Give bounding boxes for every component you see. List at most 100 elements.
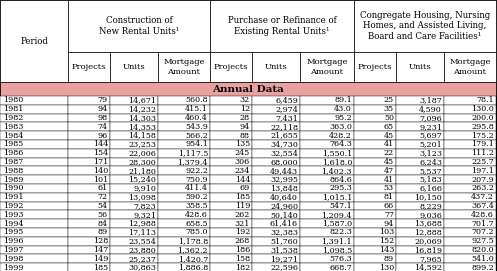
Text: 50,140: 50,140 xyxy=(270,211,298,219)
Bar xyxy=(354,158,396,166)
Bar xyxy=(300,175,354,184)
Bar xyxy=(444,193,496,202)
Bar xyxy=(300,193,354,202)
Bar xyxy=(110,96,158,105)
Text: 543.9: 543.9 xyxy=(185,123,208,131)
Text: 32,554: 32,554 xyxy=(270,149,298,157)
Bar xyxy=(252,202,300,210)
Text: Purchase or Refinance of
Existing Rental Units¹: Purchase or Refinance of Existing Rental… xyxy=(228,16,336,36)
Bar xyxy=(300,228,354,237)
Bar xyxy=(396,96,444,105)
Text: 66: 66 xyxy=(384,202,394,210)
Text: 175.2: 175.2 xyxy=(471,132,494,140)
Bar xyxy=(110,149,158,158)
Bar xyxy=(396,219,444,228)
Bar xyxy=(158,219,210,228)
Text: 428.6: 428.6 xyxy=(471,211,494,219)
Text: 7,823: 7,823 xyxy=(133,202,156,210)
Bar xyxy=(0,263,68,271)
Text: 415.1: 415.1 xyxy=(185,105,208,113)
Text: 21,180: 21,180 xyxy=(128,167,156,175)
Bar xyxy=(300,166,354,175)
Bar xyxy=(396,114,444,122)
Bar xyxy=(252,122,300,131)
Text: 13,688: 13,688 xyxy=(414,220,442,228)
Text: 144: 144 xyxy=(92,140,108,149)
Text: 7,965: 7,965 xyxy=(419,255,442,263)
Bar xyxy=(0,114,68,122)
Text: 77: 77 xyxy=(384,211,394,219)
Text: 1992: 1992 xyxy=(3,202,23,210)
Bar xyxy=(396,263,444,271)
Text: 428.6: 428.6 xyxy=(185,211,208,219)
Bar xyxy=(110,122,158,131)
Bar xyxy=(444,254,496,263)
Text: 94: 94 xyxy=(98,105,108,113)
Bar xyxy=(300,210,354,219)
Text: 15,240: 15,240 xyxy=(128,176,156,183)
Bar xyxy=(252,105,300,114)
Text: 541.0: 541.0 xyxy=(471,255,494,263)
Bar xyxy=(354,193,396,202)
Text: 306: 306 xyxy=(235,158,250,166)
Bar xyxy=(396,166,444,175)
Text: 295.3: 295.3 xyxy=(329,184,352,192)
Text: 1984: 1984 xyxy=(3,132,23,140)
Bar xyxy=(444,237,496,246)
Text: 1980: 1980 xyxy=(3,96,23,104)
Bar xyxy=(354,184,396,193)
Bar xyxy=(158,131,210,140)
Bar xyxy=(0,158,68,166)
Text: 14,303: 14,303 xyxy=(128,114,156,122)
Bar xyxy=(210,131,252,140)
Text: 547.1: 547.1 xyxy=(329,202,352,210)
Bar xyxy=(444,149,496,158)
Text: 9,036: 9,036 xyxy=(419,211,442,219)
Bar xyxy=(300,158,354,166)
Text: 14,232: 14,232 xyxy=(128,105,156,113)
Text: 668.7: 668.7 xyxy=(329,264,352,271)
Bar xyxy=(68,263,110,271)
Bar xyxy=(158,52,210,82)
Bar xyxy=(396,254,444,263)
Text: 6,166: 6,166 xyxy=(419,184,442,192)
Text: 185: 185 xyxy=(93,264,108,271)
Text: 96: 96 xyxy=(98,132,108,140)
Bar xyxy=(158,122,210,131)
Text: 927.5: 927.5 xyxy=(471,237,494,245)
Bar xyxy=(252,96,300,105)
Text: 1991: 1991 xyxy=(3,193,23,201)
Text: 158: 158 xyxy=(235,255,250,263)
Text: 12: 12 xyxy=(240,105,250,113)
Text: 45: 45 xyxy=(384,158,394,166)
Bar xyxy=(0,254,68,263)
Text: 119: 119 xyxy=(235,202,250,210)
Bar xyxy=(444,114,496,122)
Text: 88: 88 xyxy=(240,132,250,140)
Text: 2,974: 2,974 xyxy=(275,105,298,113)
Bar xyxy=(0,175,68,184)
Bar xyxy=(354,263,396,271)
Text: 1,402.3: 1,402.3 xyxy=(322,167,352,175)
Text: 1,015.1: 1,015.1 xyxy=(322,193,352,201)
Text: 17,113: 17,113 xyxy=(128,228,156,236)
Text: 321: 321 xyxy=(235,220,250,228)
Bar xyxy=(158,254,210,263)
Text: 32: 32 xyxy=(240,96,250,104)
Bar xyxy=(68,254,110,263)
Bar xyxy=(252,210,300,219)
Text: 820.0: 820.0 xyxy=(471,246,494,254)
Text: 89: 89 xyxy=(384,255,394,263)
Bar xyxy=(68,158,110,166)
Bar xyxy=(68,105,110,114)
Bar xyxy=(68,237,110,246)
Bar xyxy=(0,131,68,140)
Bar xyxy=(354,210,396,219)
Bar xyxy=(354,246,396,254)
Text: 200.0: 200.0 xyxy=(471,114,494,122)
Bar xyxy=(252,246,300,254)
Text: 72: 72 xyxy=(98,193,108,201)
Text: 89.1: 89.1 xyxy=(334,96,352,104)
Bar xyxy=(354,140,396,149)
Bar xyxy=(68,184,110,193)
